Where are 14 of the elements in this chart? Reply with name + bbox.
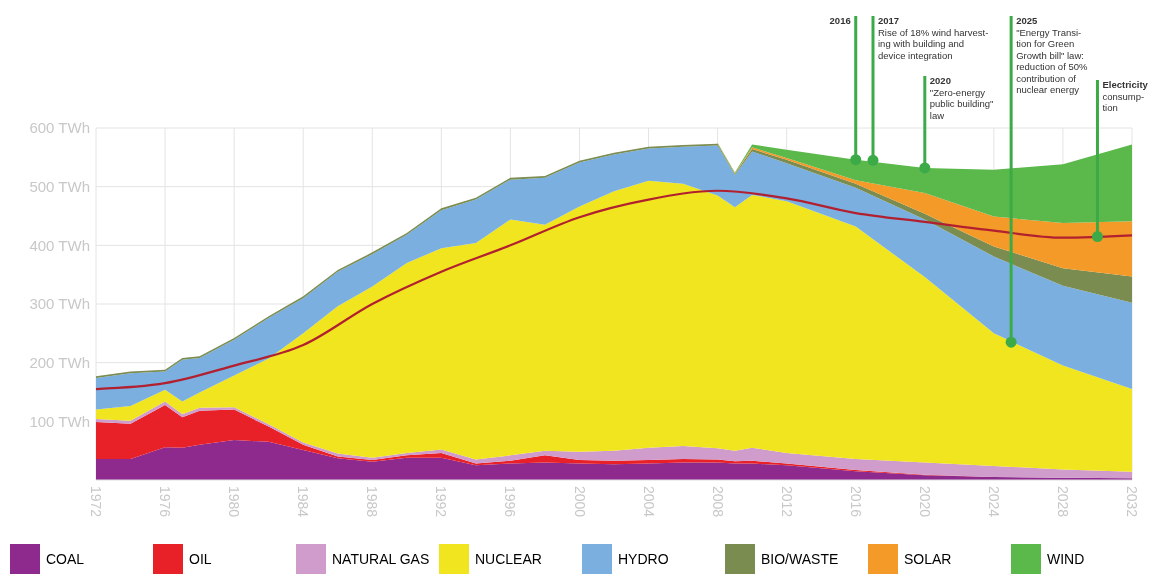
legend-label: BIO/WASTE <box>761 550 839 567</box>
annotation: 2017 Rise of 18% wind harvest- ing with building and device integration <box>878 15 989 61</box>
legend-label: WIND <box>1047 550 1085 567</box>
legend-label: COAL <box>46 550 85 567</box>
legend-label: HYDRO <box>618 550 669 567</box>
line-series <box>94 189 1134 391</box>
legend-label: OIL <box>189 550 212 567</box>
legend-label: NUCLEAR <box>475 550 542 567</box>
annotation: Electricity consump- tion <box>1102 79 1149 113</box>
legend-label: NATURAL GAS <box>332 550 430 567</box>
annotation: 2025 "Energy Transi- tion for Green Growth bill" law: reduction of 50% contribution of nuclear energy <box>1016 15 1088 95</box>
legend-label: SOLAR <box>904 550 952 567</box>
annotation: 2016 <box>829 15 851 26</box>
annotation: 2020 "Zero-energy public building" law <box>929 75 994 121</box>
